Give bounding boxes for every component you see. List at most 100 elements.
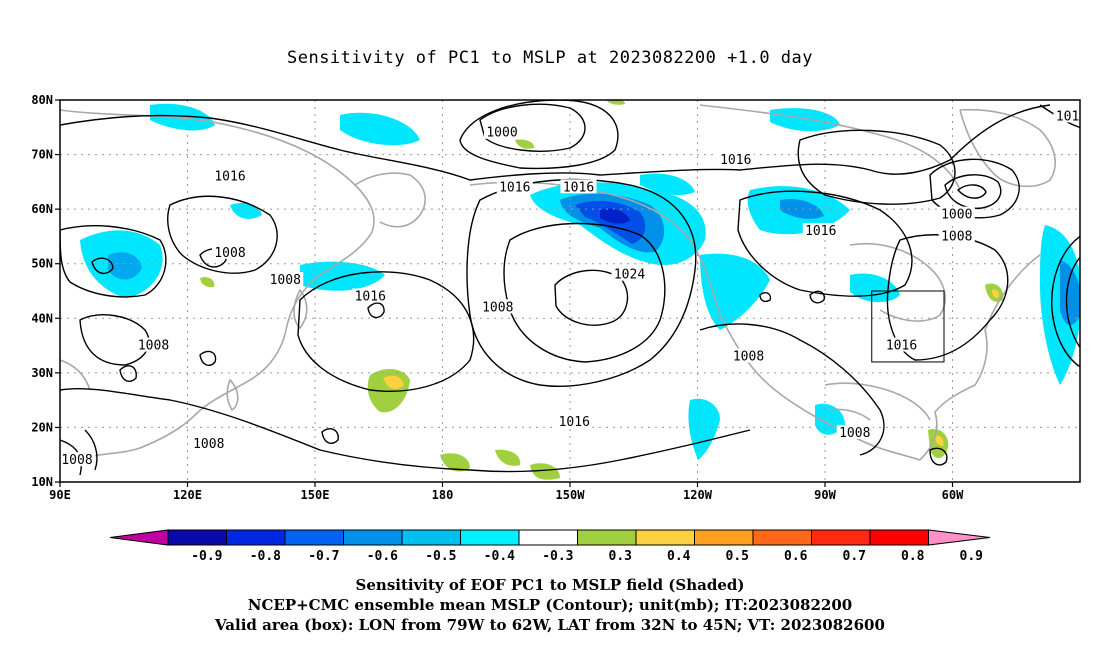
lat-tick-label: 60N xyxy=(31,202,53,216)
contour-line xyxy=(60,224,167,298)
contour-label-bg xyxy=(479,299,516,314)
shade-region xyxy=(935,435,944,446)
colorbar-label: -0.6 xyxy=(367,549,398,564)
lon-tick-label: 120E xyxy=(173,488,202,502)
contour-label: 1008 xyxy=(482,300,513,315)
contour-label-bg xyxy=(190,435,227,450)
contour-label-bg xyxy=(267,272,304,287)
contour-label-bg xyxy=(556,413,593,428)
shade-region xyxy=(606,100,625,105)
contour-label-bg xyxy=(484,124,520,139)
contour-line xyxy=(809,290,825,304)
coast-kamchatka xyxy=(354,172,426,228)
colorbar-segment xyxy=(869,529,929,546)
shade-region xyxy=(992,289,999,298)
caption-line-1: Sensitivity of EOF PC1 to MSLP field (Sh… xyxy=(355,576,745,594)
contour-line xyxy=(321,428,339,444)
contour-label: 1000 xyxy=(941,208,972,223)
coast-india xyxy=(60,359,91,391)
contour-line xyxy=(60,387,751,473)
contour-label: 1016 xyxy=(559,415,590,430)
contour-line xyxy=(466,178,697,387)
lon-tick-label: 150E xyxy=(301,488,330,502)
contour-line xyxy=(367,302,385,319)
contour-label-bg xyxy=(496,179,533,194)
contour-label: 1016 xyxy=(1056,109,1087,124)
shade-region xyxy=(688,398,720,460)
map-title: Sensitivity of PC1 to MSLP at 2023082200… xyxy=(286,48,813,68)
shade-region xyxy=(515,139,535,149)
shade-region xyxy=(200,277,215,288)
contour-line xyxy=(84,429,98,471)
map-axes: 90E 120E 150E 180 150W 120W 90W 60W 80N 70N 60N 50N… xyxy=(31,93,964,502)
colorbar-segment xyxy=(635,529,695,546)
contour-label-bg xyxy=(135,337,172,352)
contour-line xyxy=(167,195,278,274)
colorbar-label: 0.5 xyxy=(726,549,749,564)
colorbar-segment xyxy=(694,529,754,546)
map-plot-area: 1000 1016 1016 1016 1016 1008 1008 1016 1008 1024… xyxy=(59,99,1087,483)
colorbar-high-arrow xyxy=(928,529,991,546)
contour-line xyxy=(60,104,1051,181)
lon-tick-label: 150W xyxy=(556,488,586,502)
shade-region xyxy=(383,375,404,390)
lat-tick-label: 50N xyxy=(31,257,53,271)
contour-label-bg xyxy=(938,206,975,221)
contour-line xyxy=(554,269,629,326)
shade-region xyxy=(600,208,630,224)
colorbar-label: 0.6 xyxy=(784,549,808,564)
contour-label: 1000 xyxy=(486,126,517,141)
lon-tick-label: 90E xyxy=(49,488,71,502)
contour-label: 1016 xyxy=(563,180,594,195)
lat-tick-label: 70N xyxy=(31,148,53,162)
lat-tick-label: 80N xyxy=(31,93,53,107)
contour-line xyxy=(459,100,619,170)
contour-line xyxy=(944,174,1002,209)
contour-label-bg xyxy=(883,337,920,352)
lon-tick-label: 60W xyxy=(942,488,964,502)
coast-japan xyxy=(293,288,308,330)
contour-line xyxy=(1051,235,1080,368)
coast-north-america-east xyxy=(919,254,1041,461)
contour-line xyxy=(886,234,1009,361)
contour-label: 1008 xyxy=(193,437,224,452)
contour-line xyxy=(759,292,772,303)
contour-label: 1016 xyxy=(355,289,386,304)
colorbar-label: 0.8 xyxy=(901,549,925,564)
colorbar-label: -0.3 xyxy=(542,549,573,564)
shade-region xyxy=(440,453,470,472)
colorbar-segment xyxy=(577,529,637,546)
lon-tick-label: 180 xyxy=(432,488,454,502)
contour-label: 1008 xyxy=(138,339,169,354)
coast-asia xyxy=(60,109,375,461)
colorbar-segment xyxy=(518,529,578,546)
colorbar-label: -0.7 xyxy=(308,549,339,564)
shade-region xyxy=(530,463,560,480)
lat-tick-label: 30N xyxy=(31,366,53,380)
shade-region xyxy=(230,203,262,219)
valid-area-box xyxy=(871,290,945,363)
coast-cuba xyxy=(829,408,871,421)
contour-label: 1008 xyxy=(61,453,92,468)
graticule xyxy=(60,100,1080,482)
caption-line-3: Valid area (box): LON from 79W to 62W, L… xyxy=(215,616,885,634)
lon-tick-label: 90W xyxy=(814,488,836,502)
shade-region xyxy=(575,200,646,244)
contour-label-bg xyxy=(938,228,975,243)
colorbar-low-arrow xyxy=(109,529,169,546)
shade-region xyxy=(700,253,770,330)
contour-label: 1008 xyxy=(733,349,764,364)
colorbar-segment xyxy=(343,529,403,546)
lat-tick-label: 40N xyxy=(31,311,53,325)
contour-label-bg xyxy=(352,288,389,303)
contour-line xyxy=(929,447,948,466)
contour-label-layer: 1000 1016 1016 1016 1016 1008 1008 1016 1008 1024… xyxy=(60,108,1087,468)
contour-line xyxy=(91,257,114,275)
colorbar-label: 0.3 xyxy=(609,549,632,564)
contour-label: 1016 xyxy=(499,180,530,195)
coast-gulf xyxy=(824,382,931,421)
contour-label: 1008 xyxy=(839,426,870,441)
contour-label: 1016 xyxy=(214,169,245,184)
coast-hudson xyxy=(849,242,946,322)
